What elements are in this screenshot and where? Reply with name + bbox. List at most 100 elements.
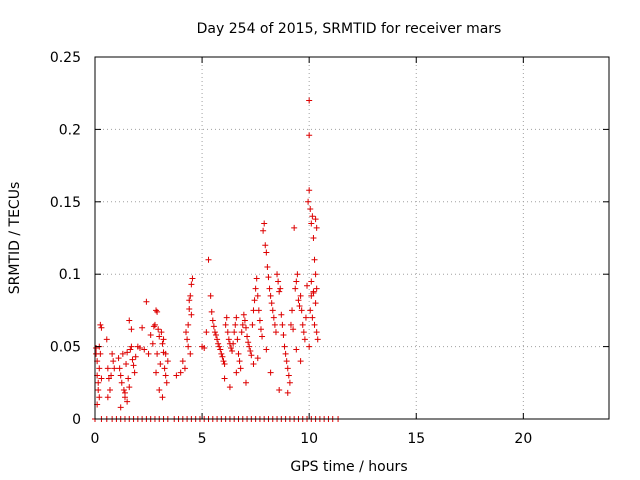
- data-point: [245, 339, 252, 346]
- data-point: [121, 389, 128, 396]
- data-point: [280, 332, 287, 339]
- data-point: [163, 379, 170, 386]
- data-point: [117, 404, 124, 411]
- data-point: [130, 362, 137, 369]
- data-point: [293, 346, 300, 353]
- data-point: [155, 326, 162, 333]
- data-point: [312, 271, 319, 278]
- data-point: [183, 329, 190, 336]
- data-point: [187, 350, 194, 357]
- data-point: [275, 278, 282, 285]
- y-tick-label: 0.05: [50, 340, 81, 356]
- data-point: [231, 329, 238, 336]
- data-point: [242, 324, 249, 331]
- data-point: [306, 343, 313, 350]
- y-tick-label: 0: [72, 412, 81, 428]
- data-point: [266, 285, 273, 292]
- x-tick-labels: 0 5 10 15 20: [91, 431, 533, 447]
- data-point: [312, 216, 319, 223]
- data-point: [256, 317, 263, 324]
- data-point: [313, 329, 320, 336]
- data-point: [284, 389, 291, 396]
- data-point: [123, 360, 130, 367]
- data-point: [103, 336, 110, 343]
- data-point: [276, 288, 283, 295]
- data-point: [93, 345, 100, 352]
- data-point: [98, 324, 105, 331]
- data-point: [160, 336, 167, 343]
- data-point: [248, 352, 255, 359]
- data-point: [126, 384, 133, 391]
- data-point: [282, 350, 289, 357]
- data-point: [128, 326, 135, 333]
- data-point: [127, 346, 134, 353]
- data-point: [108, 372, 115, 379]
- y-tick-label: 0.15: [50, 195, 81, 211]
- data-point: [301, 336, 308, 343]
- data-point: [305, 198, 312, 205]
- data-point: [293, 278, 300, 285]
- data-point: [250, 360, 257, 367]
- data-point: [157, 360, 164, 367]
- data-point: [259, 333, 266, 340]
- data-point: [139, 324, 146, 331]
- data-point: [296, 303, 303, 310]
- data-point: [310, 235, 317, 241]
- data-point: [210, 323, 217, 330]
- data-point: [220, 358, 227, 365]
- data-point: [177, 369, 184, 376]
- data-point: [235, 350, 242, 357]
- data-point: [159, 340, 166, 347]
- data-point: [208, 308, 215, 315]
- data-point: [261, 220, 268, 227]
- x-tick-label: 10: [300, 431, 318, 447]
- data-point: [292, 285, 299, 292]
- data-point: [253, 275, 260, 282]
- data-point: [126, 317, 133, 324]
- data-point: [188, 311, 195, 318]
- data-point: [186, 297, 193, 304]
- data-point: [237, 365, 244, 372]
- data-point: [185, 321, 192, 328]
- data-point: [115, 355, 122, 362]
- data-point: [272, 329, 279, 336]
- data-point: [241, 317, 248, 324]
- data-point: [116, 365, 123, 372]
- data-point: [207, 292, 214, 299]
- data-point: [251, 297, 258, 304]
- data-point: [297, 358, 304, 365]
- data-point: [255, 307, 262, 314]
- data-point: [313, 285, 320, 292]
- data-point: [209, 317, 216, 324]
- data-point: [164, 358, 171, 365]
- data-point: [117, 372, 124, 379]
- x-tick-label: 5: [198, 431, 207, 447]
- data-point: [141, 346, 148, 353]
- data-point: [297, 292, 304, 299]
- data-point: [129, 356, 136, 363]
- data-point: [240, 311, 247, 318]
- data-point: [244, 333, 251, 340]
- axis-ticks: [94, 56, 609, 420]
- data-point: [162, 350, 169, 357]
- data-point: [128, 343, 135, 350]
- data-point: [136, 345, 143, 352]
- data-point: [308, 220, 315, 227]
- data-point: [221, 360, 228, 367]
- x-tick-label: 15: [407, 431, 425, 447]
- data-point: [276, 387, 283, 394]
- data-point: [187, 292, 194, 299]
- plot-frame: [94, 56, 610, 420]
- data-point: [147, 332, 154, 339]
- data-point: [263, 249, 270, 256]
- data-point: [227, 345, 234, 352]
- data-point: [313, 224, 320, 231]
- data-point: [312, 300, 319, 307]
- data-point: [217, 346, 224, 353]
- data-point: [159, 394, 166, 401]
- data-point: [230, 340, 237, 347]
- data-point: [151, 321, 158, 328]
- data-point: [300, 329, 307, 336]
- data-point: [249, 321, 256, 328]
